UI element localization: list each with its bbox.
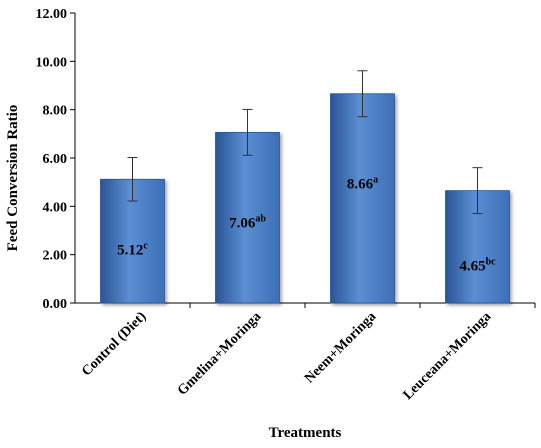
x-tick-label: Leuceana+Moringa [401, 309, 495, 403]
x-tick-label: Control (Diet) [79, 309, 149, 379]
data-label: 7.06ab [229, 213, 266, 231]
y-tick-label: 8.00 [43, 104, 68, 119]
y-tick-label: 10.00 [36, 55, 68, 70]
y-axis: 0.00 2.00 4.00 6.00 8.00 10.00 12.00 [36, 7, 76, 312]
y-tick-label: 0.00 [43, 297, 68, 312]
x-tick-label: Neem+Moringa [302, 309, 379, 386]
y-tick-label: 4.00 [43, 200, 68, 215]
y-tick-label: 6.00 [43, 152, 68, 167]
data-label: 4.65bc [459, 257, 496, 275]
error-bars [127, 70, 483, 215]
y-tick-label: 2.00 [43, 249, 68, 264]
x-axis: Control (Diet) Gmelina+Moringa Neem+Moring… [75, 302, 536, 403]
x-axis-title: Treatments [269, 425, 342, 441]
data-label: 8.66a [347, 175, 378, 193]
y-tick-label: 12.00 [36, 7, 68, 22]
bar [330, 93, 395, 304]
y-axis-title: Feed Conversion Ratio [5, 105, 21, 252]
data-label: 5.12c [117, 240, 148, 258]
data-labels: 5.12c 7.06ab 8.66a 4.65bc [117, 175, 496, 275]
bar [215, 131, 280, 304]
bars [100, 93, 510, 304]
x-tick-label: Gmelina+Moringa [175, 309, 264, 398]
